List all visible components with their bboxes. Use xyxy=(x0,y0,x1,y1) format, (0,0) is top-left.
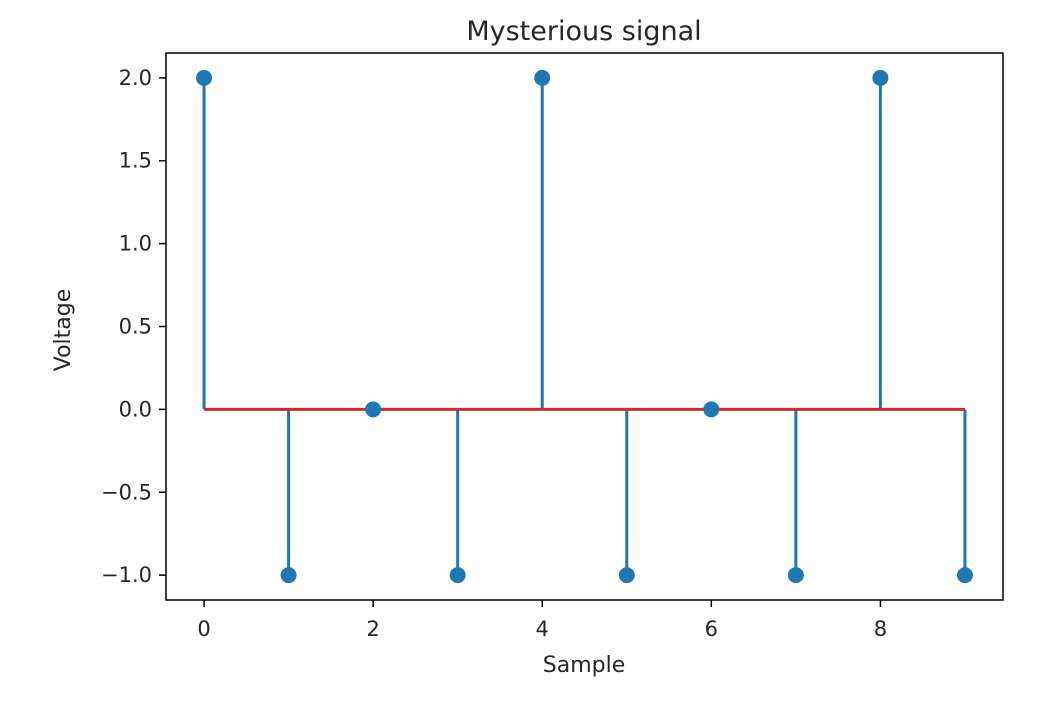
x-tick-label: 4 xyxy=(536,617,549,641)
y-tick-label: 1.0 xyxy=(119,232,152,256)
data-point xyxy=(280,567,297,584)
x-tick-label: 2 xyxy=(366,617,379,641)
x-axis-ticks: 0 2 4 6 8 xyxy=(197,600,887,641)
data-point xyxy=(618,567,635,584)
y-tick-label: −0.5 xyxy=(101,480,152,504)
y-axis-label: Voltage xyxy=(51,289,76,372)
y-tick-label: 1.5 xyxy=(119,149,152,173)
x-axis-label: Sample xyxy=(543,653,626,678)
y-axis-ticks: 2.0 1.5 1.0 0.5 0.0 −0.5 −1.0 xyxy=(101,66,166,587)
x-tick-label: 8 xyxy=(874,617,887,641)
data-point xyxy=(365,401,382,418)
data-point xyxy=(956,567,973,584)
x-tick-label: 6 xyxy=(705,617,718,641)
axes-frame xyxy=(165,52,1004,601)
y-tick-label: 2.0 xyxy=(119,66,152,90)
plot-area xyxy=(196,69,973,584)
data-point xyxy=(196,69,213,86)
chart-title: Mysterious signal xyxy=(466,16,701,47)
y-tick-label: 0.5 xyxy=(119,315,152,339)
data-point xyxy=(534,69,551,86)
data-point xyxy=(449,567,466,584)
data-point xyxy=(872,69,889,86)
data-point xyxy=(787,567,804,584)
y-tick-label: −1.0 xyxy=(101,563,152,587)
y-tick-label: 0.0 xyxy=(119,397,152,421)
data-point xyxy=(703,401,720,418)
x-tick-label: 0 xyxy=(197,617,210,641)
